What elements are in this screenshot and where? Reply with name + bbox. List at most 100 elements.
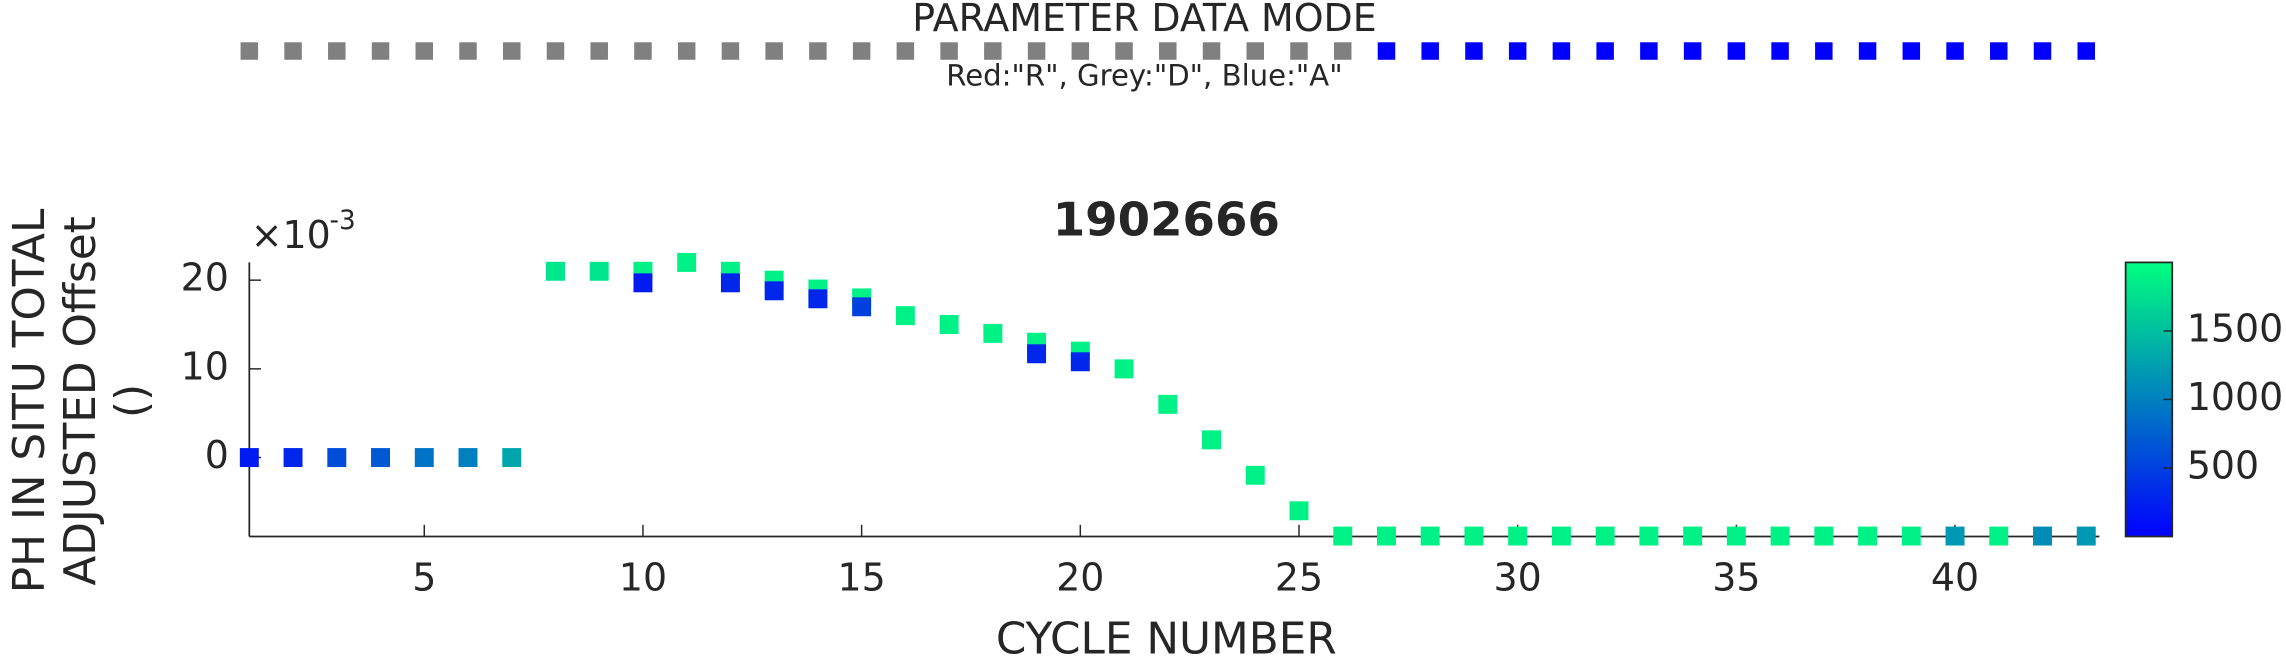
data-mode-marker [940, 42, 958, 60]
y-tick-label: 10 [181, 344, 229, 388]
data-mode-marker [1115, 42, 1133, 60]
data-mode-marker [1902, 42, 1921, 60]
data-point [852, 297, 872, 317]
data-point [239, 448, 259, 468]
y-axis-label-line: ADJUSTED Offset [55, 216, 106, 585]
data-point [1464, 526, 1484, 546]
data-point [983, 323, 1003, 343]
data-point [1158, 394, 1178, 414]
data-mode-marker [546, 42, 565, 60]
data-mode-marker [1246, 42, 1265, 60]
data-point [1639, 526, 1659, 546]
x-tick-label: 15 [838, 556, 886, 600]
data-point [371, 448, 391, 468]
data-mode-marker [1465, 42, 1483, 60]
data-mode-marker [984, 42, 1002, 60]
data-mode-marker [1159, 42, 1177, 60]
data-mode-marker [590, 42, 608, 60]
data-point [1683, 526, 1703, 546]
data-point [1114, 359, 1134, 379]
data-mode-marker [677, 42, 696, 60]
data-point [1551, 526, 1571, 546]
x-axis-label: CYCLE NUMBER [996, 613, 1337, 661]
data-mode-marker [1946, 42, 1964, 60]
data-point [895, 306, 915, 326]
x-tick-label: 10 [619, 556, 667, 600]
data-mode-marker [1290, 42, 1308, 60]
y-axis-label-line: () [106, 384, 157, 418]
data-point [1420, 526, 1440, 546]
data-mode-marker [459, 42, 477, 60]
data-point [720, 273, 740, 293]
data-point [327, 448, 347, 468]
colorbar-tick-label: 1000 [2187, 375, 2283, 419]
data-mode-marker [328, 42, 346, 60]
data-point [1289, 501, 1309, 521]
y-tick-label: 0 [205, 433, 229, 477]
strip-title: PARAMETER DATA MODE [912, 0, 1376, 40]
data-point [2076, 526, 2096, 546]
data-mode-marker [415, 42, 434, 60]
data-point [502, 448, 522, 468]
x-tick-label: 35 [1712, 556, 1760, 600]
data-mode-marker [1377, 42, 1396, 60]
data-mode-marker [1202, 42, 1221, 60]
data-mode-marker [1727, 42, 1746, 60]
data-point [1858, 526, 1878, 546]
data-point [1333, 526, 1353, 546]
data-point [677, 252, 697, 272]
data-mode-marker [1815, 42, 1833, 60]
data-point [458, 448, 478, 468]
data-mode-marker [2077, 42, 2095, 60]
data-mode-marker [1508, 42, 1527, 60]
y-scale-exponent: -3 [330, 206, 356, 236]
data-mode-marker [765, 42, 783, 60]
data-point [1726, 526, 1746, 546]
data-point [808, 289, 828, 309]
x-tick-label: 40 [1931, 556, 1979, 600]
data-mode-marker [1683, 42, 1702, 60]
data-point [1595, 526, 1615, 546]
y-axis-label-line: PH IN SITU TOTAL [4, 208, 55, 593]
data-mode-marker [1990, 42, 2008, 60]
x-tick-label: 20 [1056, 556, 1104, 600]
data-point [1070, 352, 1090, 372]
data-point [2033, 526, 2052, 546]
data-point [1027, 344, 1047, 364]
data-mode-marker [852, 42, 871, 60]
data-point [633, 273, 653, 293]
data-point [764, 281, 784, 301]
y-tick-label: 20 [181, 256, 229, 300]
data-point [1945, 526, 1965, 546]
strip-subtitle: Red:"R", Grey:"D", Blue:"A" [946, 58, 1342, 92]
data-mode-marker [1858, 42, 1877, 60]
chart-title: 1902666 [1053, 194, 1280, 248]
data-point [939, 315, 959, 334]
data-mode-marker [1771, 42, 1789, 60]
data-point [1770, 526, 1790, 546]
y-axis-label: PH IN SITU TOTAL ADJUSTED Offset () [4, 208, 157, 593]
data-point [1376, 526, 1396, 546]
data-mode-marker [1421, 42, 1439, 60]
colorbar-tick-label: 500 [2187, 443, 2259, 487]
data-mode-marker [1027, 42, 1046, 60]
data-point [1508, 526, 1528, 546]
colorbar-tick-label: 1500 [2187, 306, 2283, 350]
data-mode-marker [1071, 42, 1090, 60]
data-mode-marker [240, 42, 259, 60]
data-point [1989, 526, 2009, 546]
y-scale-label: ×10 [251, 213, 331, 257]
x-tick-label: 30 [1494, 556, 1542, 600]
data-mode-marker [502, 42, 521, 60]
data-mode-marker [721, 42, 740, 60]
data-mode-marker [1596, 42, 1614, 60]
data-point [414, 448, 434, 468]
data-point [546, 261, 565, 281]
data-mode-marker [1640, 42, 1658, 60]
data-mode-marker [371, 42, 390, 60]
data-mode-marker [896, 42, 915, 60]
data-mode-marker [1333, 42, 1352, 60]
data-point [1202, 430, 1221, 450]
data-point [283, 448, 303, 468]
